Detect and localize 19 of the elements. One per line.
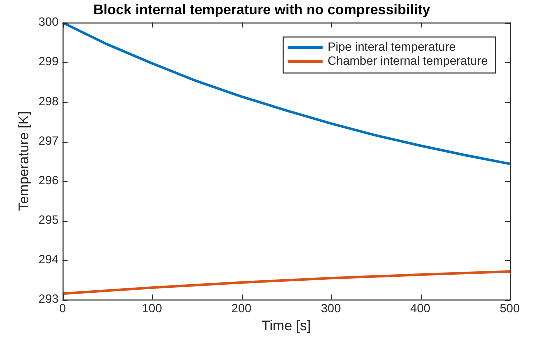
legend-label: Chamber internal temperature <box>328 54 488 68</box>
x-tick-label: 300 <box>321 301 342 316</box>
y-tick-label: 298 <box>38 94 60 108</box>
x-tick-label: 200 <box>232 301 252 316</box>
x-tick-label: 400 <box>410 301 431 316</box>
x-tick-label: 100 <box>142 301 163 316</box>
y-tick-label: 294 <box>38 252 60 267</box>
y-axis-title: Temperature [K] <box>15 111 32 212</box>
y-tick-label: 300 <box>38 15 60 30</box>
chart-title: Block internal temperature with no compressibility <box>94 1 431 18</box>
y-tick-label: 299 <box>38 54 60 69</box>
y-tick-label: 295 <box>38 212 60 227</box>
x-tick-label: 0 <box>59 301 66 316</box>
y-tick-label: 297 <box>38 134 60 148</box>
y-tick-label: 293 <box>38 292 60 306</box>
y-tick-label: 296 <box>38 173 60 188</box>
x-tick-label: 500 <box>500 301 520 316</box>
legend-label: Pipe interal temperature <box>328 40 456 54</box>
x-axis-title: Time [s] <box>262 317 312 334</box>
